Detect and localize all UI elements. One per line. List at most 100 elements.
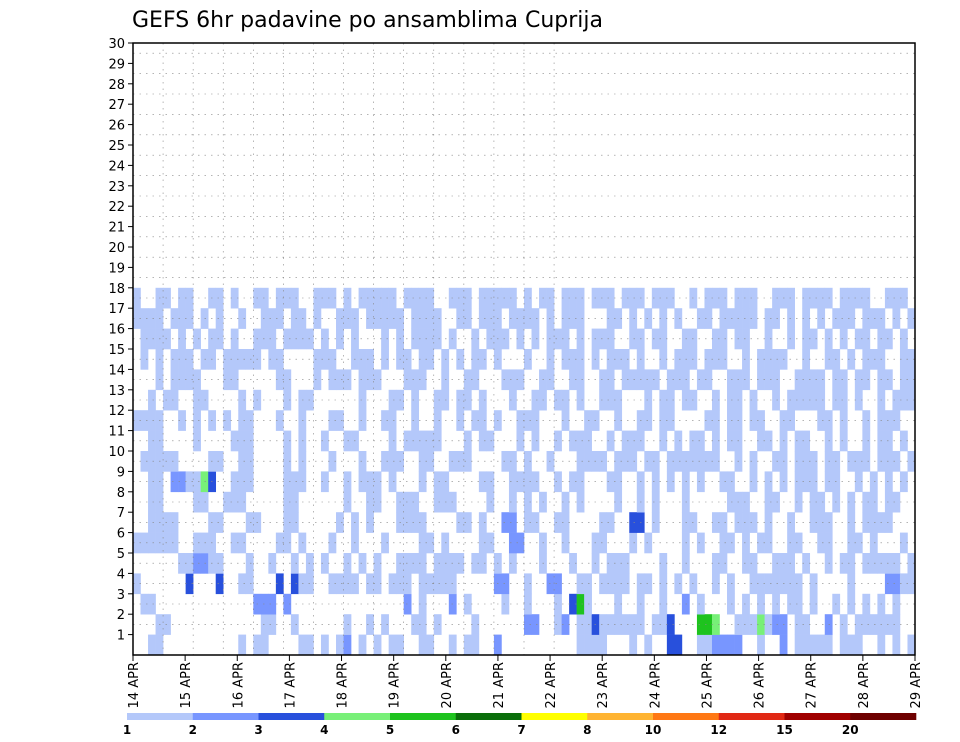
- heatmap-cell: [809, 471, 818, 493]
- heatmap-cell: [666, 634, 675, 656]
- heatmap-cell: [719, 308, 728, 329]
- heatmap-cell: [727, 308, 735, 329]
- heatmap-cell: [140, 328, 149, 350]
- heatmap-cell: [757, 430, 765, 452]
- heatmap-cell: [411, 553, 420, 574]
- heatmap-cell: [817, 308, 826, 329]
- heatmap-cell: [802, 553, 811, 574]
- heatmap-cell: [238, 410, 247, 431]
- heatmap-cell: [328, 287, 337, 309]
- heatmap-cell: [418, 512, 427, 533]
- heatmap-cell: [764, 349, 773, 370]
- heatmap-cell: [621, 553, 630, 574]
- heatmap-cell: [343, 430, 352, 452]
- heatmap-cell: [599, 512, 608, 533]
- heatmap-cell: [824, 634, 833, 656]
- heatmap-cell: [674, 634, 683, 656]
- heatmap-cell: [809, 369, 818, 391]
- heatmap-cell: [892, 287, 901, 309]
- heatmap-cell: [366, 614, 374, 635]
- heatmap-cell: [223, 369, 232, 391]
- heatmap-cell: [907, 553, 916, 574]
- heatmap-cell: [757, 634, 765, 656]
- heatmap-cell: [268, 593, 277, 615]
- heatmap-cell: [411, 328, 420, 350]
- heatmap-cell: [899, 328, 908, 350]
- heatmap-cell: [433, 614, 442, 635]
- heatmap-cell: [290, 553, 299, 574]
- heatmap-cell: [478, 287, 487, 309]
- heatmap-cell: [230, 287, 239, 309]
- heatmap-cell: [403, 512, 412, 533]
- heatmap-cell: [524, 349, 532, 370]
- heatmap-cell: [802, 389, 811, 411]
- heatmap-cell: [290, 614, 299, 635]
- heatmap-cell: [486, 471, 495, 493]
- heatmap-cell: [614, 349, 623, 370]
- heatmap-cell: [366, 512, 374, 533]
- heatmap-cell: [328, 532, 337, 554]
- heatmap-cell: [651, 287, 660, 309]
- heatmap-cell: [651, 491, 660, 513]
- heatmap-cell: [140, 532, 149, 554]
- heatmap-cell: [727, 389, 735, 411]
- heatmap-cell: [381, 349, 389, 370]
- heatmap-cell: [599, 369, 608, 391]
- y-tick-label: 5: [117, 547, 125, 562]
- heatmap-cell: [418, 614, 427, 635]
- heatmap-cell: [854, 287, 863, 309]
- heatmap-cell: [711, 553, 720, 574]
- heatmap-cell: [787, 573, 795, 595]
- heatmap-cell: [711, 287, 720, 309]
- heatmap-cell: [599, 532, 608, 554]
- heatmap-cell: [561, 308, 570, 329]
- heatmap-cell: [659, 410, 668, 431]
- heatmap-cell: [869, 349, 878, 370]
- heatmap-cell: [298, 634, 307, 656]
- heatmap-cell: [644, 369, 653, 391]
- heatmap-cell: [531, 430, 540, 452]
- heatmap-cell: [742, 287, 750, 309]
- heatmap-cell: [373, 634, 382, 656]
- heatmap-cell: [508, 287, 517, 309]
- heatmap-cell: [576, 328, 585, 350]
- heatmap-cell: [839, 430, 848, 452]
- heatmap-cell: [486, 287, 495, 309]
- heatmap-cell: [238, 634, 247, 656]
- heatmap-cell: [907, 451, 916, 472]
- heatmap-cell: [381, 308, 389, 329]
- heatmap-cell: [320, 349, 329, 370]
- y-tick-label: 20: [108, 241, 125, 256]
- heatmap-cell: [907, 573, 916, 595]
- heatmap-cell: [215, 328, 224, 350]
- heatmap-cell: [696, 451, 705, 472]
- heatmap-cell: [757, 573, 765, 595]
- heatmap-cell: [621, 287, 630, 309]
- heatmap-cell: [629, 512, 638, 533]
- heatmap-cell: [516, 369, 525, 391]
- heatmap-cell: [471, 410, 480, 431]
- heatmap-cell: [584, 634, 592, 656]
- heatmap-cell: [802, 430, 811, 452]
- heatmap-cell: [554, 593, 562, 615]
- colorbar-swatch: [653, 713, 720, 720]
- heatmap-cell: [576, 430, 585, 452]
- heatmap-cell: [674, 430, 683, 452]
- heatmap-cell: [659, 389, 668, 411]
- y-tick-label: 1: [117, 629, 125, 644]
- heatmap-cell: [666, 451, 675, 472]
- y-tick-label: 13: [108, 384, 125, 399]
- heatmap-cell: [817, 410, 826, 431]
- heatmap-cell: [178, 308, 186, 329]
- heatmap-cell: [343, 369, 352, 391]
- colorbar-swatch: [587, 713, 654, 720]
- heatmap-cell: [343, 553, 352, 574]
- heatmap-cell: [696, 369, 705, 391]
- y-tick-label: 21: [108, 221, 125, 236]
- heatmap-cell: [433, 308, 442, 329]
- y-tick-label: 30: [108, 37, 125, 52]
- heatmap-cell: [524, 491, 532, 513]
- heatmap-cell: [275, 308, 284, 329]
- heatmap-cell: [358, 287, 367, 309]
- heatmap-cell: [869, 491, 878, 513]
